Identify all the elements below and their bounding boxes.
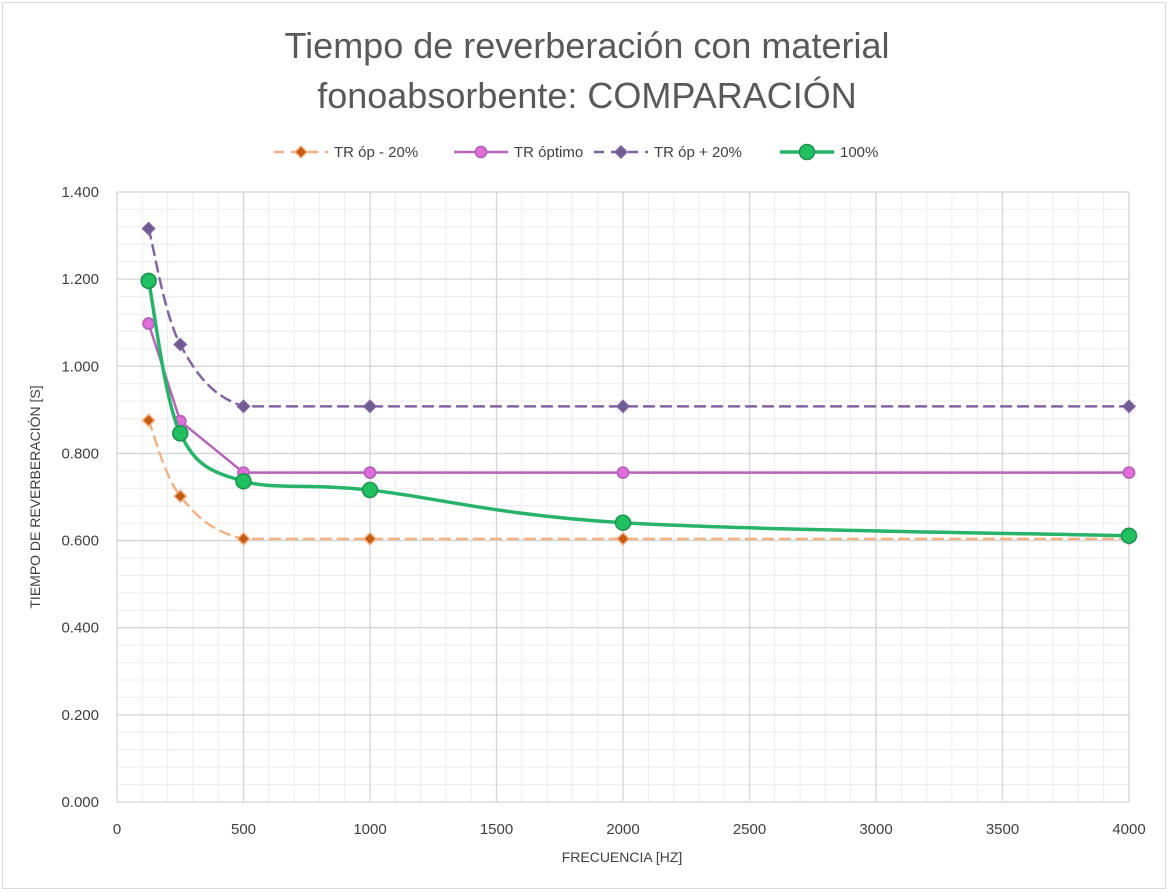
legend-item-4: 100% — [780, 143, 878, 161]
legend-swatch-marker — [293, 144, 309, 160]
legend-label: 100% — [840, 144, 878, 161]
series-1 — [141, 413, 1137, 546]
series-2-marker — [1122, 466, 1136, 480]
series-group — [140, 221, 1138, 546]
series-2-line — [147, 322, 1131, 474]
y-axis-ticks: 0.000 0.200 0.400 0.600 0.800 1.000 1.200 1.400 — [61, 184, 99, 811]
chart-title-line-1: Tiempo de reverberación con material — [285, 25, 890, 66]
y-tick-label: 1.400 — [61, 184, 99, 201]
series-3-marker — [615, 399, 631, 414]
x-axis-title: FRECUENCIA [HZ] — [562, 849, 683, 865]
legend-label: TR óp - 20% — [334, 144, 418, 161]
series-4-line — [146, 279, 1131, 538]
series-3-line — [147, 227, 1131, 408]
x-tick-label: 4000 — [1112, 821, 1145, 838]
series-3-marker — [1121, 399, 1137, 414]
legend-item-1: TR óp - 20% — [274, 144, 418, 161]
series-4-marker — [172, 425, 189, 442]
series-4-marker — [614, 514, 632, 531]
x-axis-ticks: 0 500 1000 1500 2000 2500 3000 3500 4000 — [113, 821, 1146, 838]
legend-label: TR óptimo — [514, 144, 583, 161]
series-1-line — [147, 419, 1131, 541]
y-tick-label: 1.000 — [61, 358, 99, 375]
x-tick-label: 3500 — [986, 821, 1019, 838]
series-3-marker — [236, 399, 251, 414]
series-3-marker — [173, 337, 188, 352]
y-tick-label: 0.000 — [61, 794, 99, 811]
series-2-marker — [363, 466, 377, 480]
chart-title: Tiempo de reverberación con material fon… — [285, 25, 890, 116]
series-1-marker — [173, 489, 188, 504]
x-tick-label: 0 — [113, 821, 121, 838]
y-tick-label: 0.800 — [61, 445, 99, 462]
x-tick-label: 2000 — [606, 821, 639, 838]
y-tick-label: 0.600 — [61, 533, 99, 550]
x-tick-label: 1000 — [353, 821, 386, 838]
major-grid — [116, 191, 1130, 803]
x-tick-label: 500 — [231, 821, 256, 838]
legend: TR óp - 20% TR óptimo TR óp + 20% 100% — [274, 143, 878, 161]
x-tick-label: 3000 — [859, 821, 892, 838]
y-tick-label: 0.200 — [61, 707, 99, 724]
legend-swatch-marker — [474, 145, 488, 159]
y-axis-title: TIEMPO DE REVERBERACIÓN [S] — [27, 385, 43, 608]
series-3-marker — [362, 399, 378, 414]
series-4 — [140, 272, 1138, 545]
legend-swatch-marker — [798, 143, 816, 161]
x-tick-label: 2500 — [733, 821, 766, 838]
series-4-marker — [1120, 527, 1138, 545]
series-1-marker — [615, 531, 631, 546]
y-tick-label: 1.200 — [61, 271, 99, 288]
series-1-marker — [236, 531, 251, 546]
legend-swatch-marker — [613, 144, 629, 160]
series-4-marker — [235, 473, 252, 490]
series-1-marker — [141, 413, 156, 428]
series-3 — [141, 221, 1137, 414]
legend-item-2: TR óptimo — [454, 144, 583, 161]
y-tick-label: 0.400 — [61, 620, 99, 637]
series-4-marker — [361, 481, 379, 499]
series-1-marker — [362, 531, 378, 546]
series-4-marker — [140, 272, 157, 290]
legend-label: TR óp + 20% — [654, 144, 742, 161]
x-tick-label: 1500 — [480, 821, 513, 838]
series-2-marker — [616, 466, 630, 480]
series-3-marker — [141, 221, 156, 236]
series-2 — [142, 317, 1136, 480]
chart-title-line-2: fonoabsorbente: COMPARACIÓN — [317, 75, 857, 116]
series-2-marker — [142, 317, 156, 330]
legend-item-3: TR óp + 20% — [594, 144, 742, 161]
